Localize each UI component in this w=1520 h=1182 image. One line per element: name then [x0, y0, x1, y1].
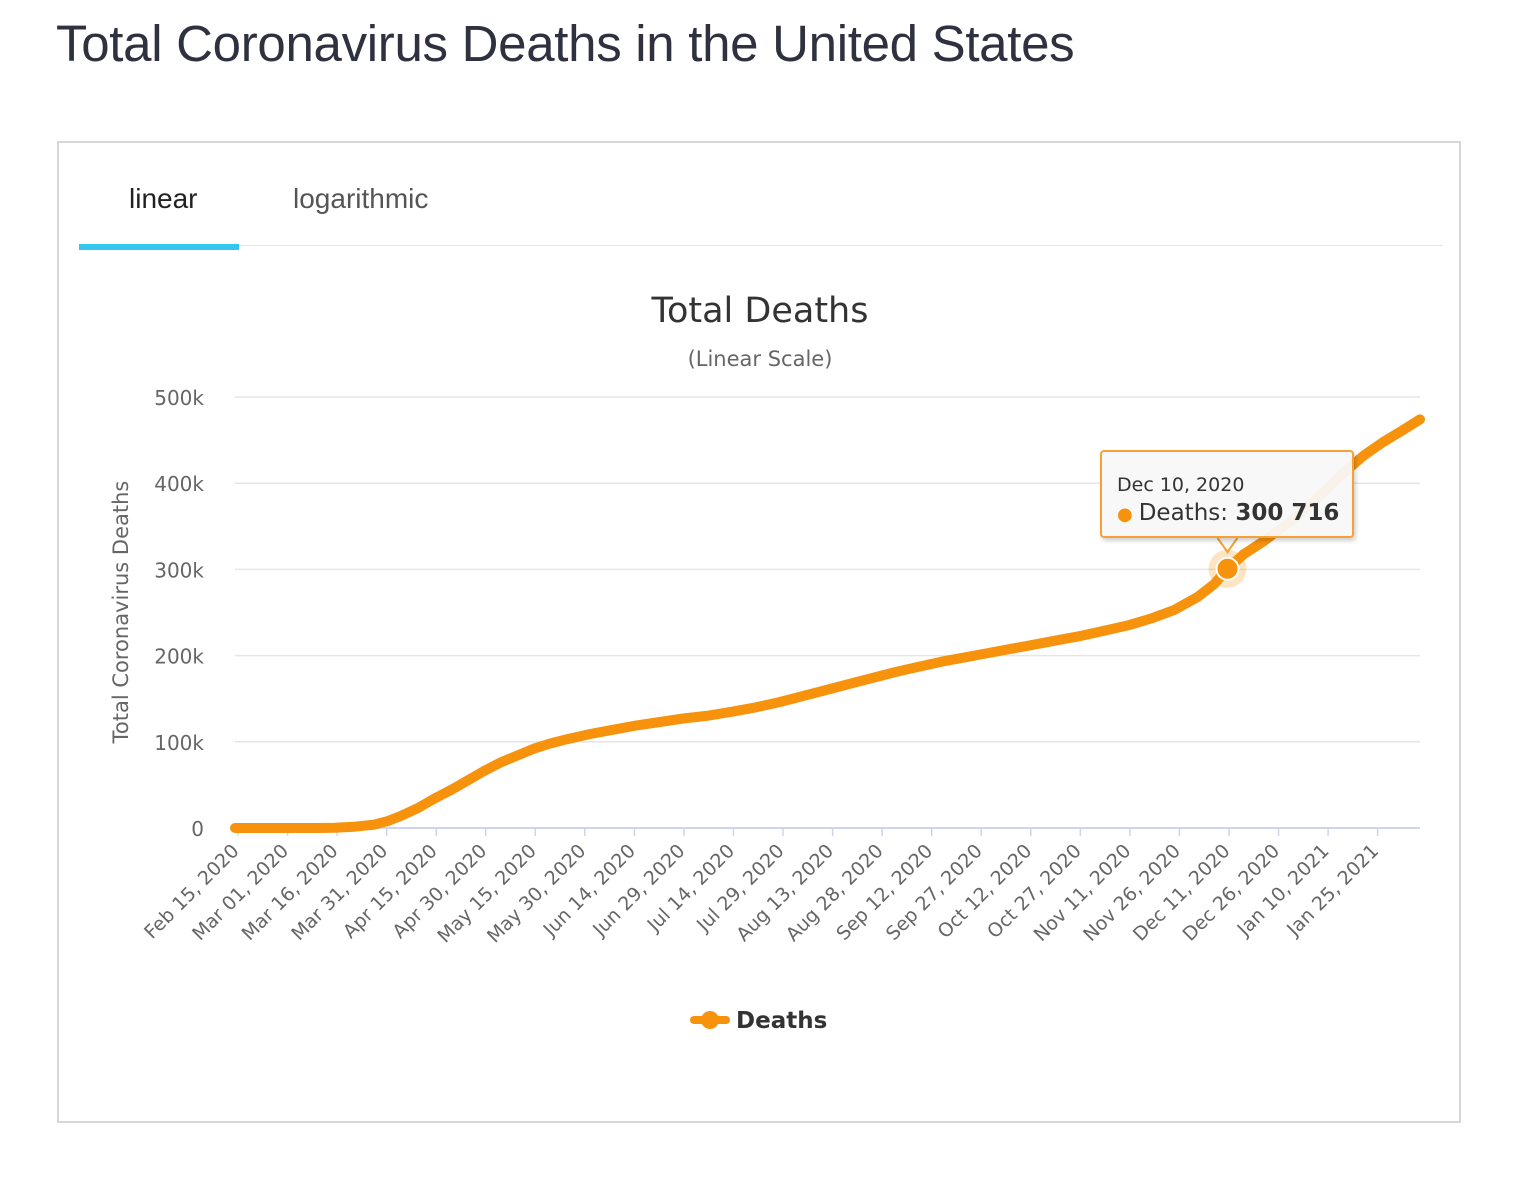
legend[interactable]: Deaths [690, 1008, 827, 1034]
y-axis-ticks: 0 100k 200k 300k 400k 500k [154, 386, 204, 841]
scale-tabs: linear logarithmic [79, 143, 1443, 246]
page-title: Total Coronavirus Deaths in the United S… [56, 15, 1075, 72]
legend-symbol-marker [701, 1011, 719, 1029]
y-tick-label: 300k [154, 558, 204, 582]
y-tick-label: 0 [191, 817, 204, 841]
tooltip-value: 300 716 [1235, 500, 1340, 526]
tooltip-label: Deaths [1138, 500, 1221, 526]
active-tab-indicator [79, 244, 239, 250]
chart-panel: linear logarithmic [57, 141, 1461, 1123]
data-tooltip: Dec 10, 2020 ● Deaths: 300 716 [1100, 450, 1354, 538]
tab-logarithmic[interactable]: logarithmic [293, 183, 429, 214]
legend-label-deaths[interactable]: Deaths [736, 1008, 827, 1034]
tooltip-row: ● Deaths: 300 716 [1117, 500, 1340, 526]
y-tick-label: 100k [154, 731, 204, 755]
y-tick-label: 200k [154, 645, 204, 669]
series-deaths[interactable] [230, 414, 1425, 833]
y-axis-title: Total Coronavirus Deaths [109, 481, 133, 745]
series-line-deaths [230, 414, 1425, 833]
tooltip-pointer [1216, 537, 1239, 554]
y-tick-label: 400k [154, 472, 204, 496]
chart-subtitle: (Linear Scale) [688, 347, 833, 371]
y-tick-label: 500k [154, 386, 204, 410]
tooltip-dot-icon: ● [1117, 504, 1133, 525]
tab-linear[interactable]: linear [129, 183, 198, 214]
highlight-point [1215, 556, 1240, 581]
chart-title: Total Deaths [651, 291, 869, 331]
tooltip-date: Dec 10, 2020 [1117, 474, 1245, 496]
